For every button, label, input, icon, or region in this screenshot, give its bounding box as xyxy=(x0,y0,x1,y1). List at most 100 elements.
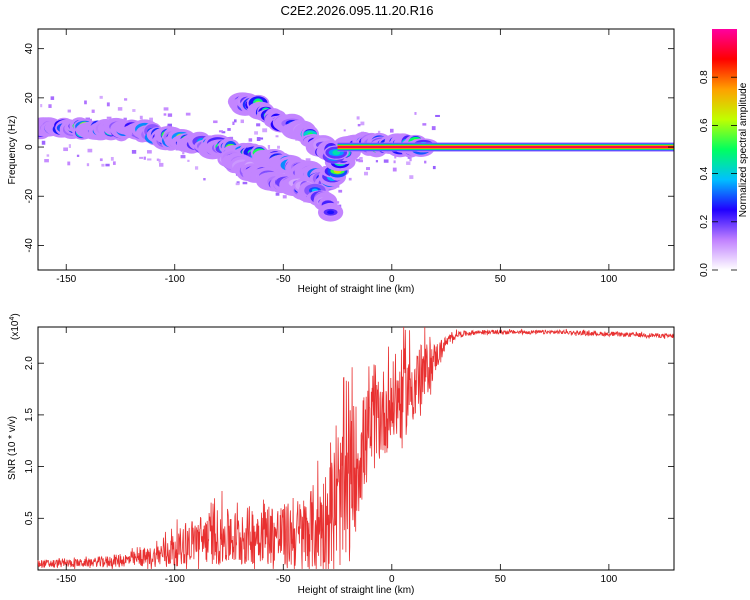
spectrogram-speckle xyxy=(99,158,103,162)
spectrogram-speckle xyxy=(86,163,90,167)
y-tick-label: 2.0 xyxy=(24,356,35,370)
spectrogram-speckle xyxy=(232,121,235,126)
spectrogram-speckle xyxy=(235,182,240,186)
spectrogram-speckle xyxy=(407,156,411,159)
spectrogram-speckle xyxy=(431,126,436,131)
spectrogram-speckle xyxy=(143,156,146,160)
spectrogram-speckle xyxy=(256,137,261,141)
spectrogram-speckle xyxy=(117,107,123,111)
spectrogram-speckle xyxy=(383,159,389,163)
x-tick-label: -100 xyxy=(165,274,185,285)
spectrogram-speckle xyxy=(355,158,361,162)
x-tick-label: -50 xyxy=(276,574,291,585)
y-tick-label: -20 xyxy=(24,189,35,204)
spectrogram-panel: -150 -100 -50 0 50 100 -40 -20 0 20 40 Height of … xyxy=(7,28,675,295)
spectrogram-speckle xyxy=(277,145,280,149)
spectrogram-speckle xyxy=(84,100,87,105)
colorbar-tick-label: 0.0 xyxy=(699,263,710,277)
spectrogram-speckle xyxy=(163,113,167,116)
x-tick-label: 50 xyxy=(495,574,507,585)
spectrogram-y-axis: -40 -20 0 20 40 xyxy=(24,43,674,253)
x-tick-label: 100 xyxy=(601,274,618,285)
spectrogram-speckle xyxy=(187,159,190,162)
spectrogram-speckle xyxy=(392,167,397,172)
spectrogram-speckle xyxy=(40,104,43,108)
spectrogram-speckle xyxy=(424,160,427,164)
spectrogram-speckle xyxy=(76,154,80,157)
snr-multiplier-base: (x10 xyxy=(10,320,21,340)
spectrogram-speckle xyxy=(360,121,365,126)
spectrogram-speckle xyxy=(365,167,370,171)
spectrogram-frame xyxy=(37,28,675,271)
spectrogram-speckle xyxy=(41,140,46,145)
spectrogram-speckle xyxy=(99,95,103,99)
spectrogram-x-label: Height of straight line (km) xyxy=(298,284,415,295)
y-tick-label: 40 xyxy=(24,43,35,55)
snr-multiplier-label: (x104) xyxy=(9,313,21,340)
spectrogram-y-label: Frequency (Hz) xyxy=(7,116,18,185)
spectrogram-speckle xyxy=(305,158,311,162)
snr-panel: -150 -100 -50 0 50 100 0.5 1.0 1.5 2.0 Height of… xyxy=(7,313,675,596)
spectrogram-speckle xyxy=(63,147,69,152)
spectrogram-speckle xyxy=(221,131,226,134)
spectrogram-speckle xyxy=(254,131,258,135)
spectrogram-speckle xyxy=(389,128,394,133)
spectrogram-speckle xyxy=(123,117,127,121)
spectrogram-speckle xyxy=(44,159,49,163)
spectrogram-speckle xyxy=(218,130,224,133)
spectrogram-speckle xyxy=(194,166,199,170)
spectrogram-speckle xyxy=(282,195,287,199)
spectrogram-speckle xyxy=(338,189,343,193)
spectrogram-speckle xyxy=(158,159,161,163)
spectrogram-blob xyxy=(327,210,335,215)
spectrogram-speckle xyxy=(377,130,381,134)
spectrogram-speckle xyxy=(132,109,136,112)
spectrogram-speckle xyxy=(185,112,191,116)
y-tick-label: -40 xyxy=(24,238,35,253)
spectrogram-speckle xyxy=(414,112,417,115)
x-tick-label: 50 xyxy=(495,274,507,285)
spectrogram-speckle xyxy=(131,149,137,154)
spectrogram-speckle xyxy=(48,104,52,108)
spectrogram-speckle xyxy=(46,154,50,157)
y-tick-label: 20 xyxy=(24,92,35,104)
spectrogram-speckle xyxy=(106,116,112,119)
snr-series-line xyxy=(37,326,674,570)
spectrogram-speckle xyxy=(139,156,144,159)
colorbar-tick-label: 0.6 xyxy=(699,118,710,132)
spectrogram-speckle xyxy=(242,181,248,185)
snr-multiplier-exp: 4 xyxy=(9,317,16,321)
spectrogram-speckle xyxy=(409,157,412,162)
y-tick-label: 1.5 xyxy=(24,408,35,422)
spectrogram-speckle xyxy=(240,119,244,124)
spectrogram-speckle xyxy=(422,123,427,126)
spectrogram-speckle xyxy=(394,155,397,159)
x-tick-label: -150 xyxy=(56,574,76,585)
spectrogram-speckle xyxy=(262,128,268,133)
snr-y-axis: 0.5 1.0 1.5 2.0 xyxy=(24,356,674,525)
spectrogram-speckle xyxy=(356,116,360,120)
spectrogram-speckle xyxy=(91,109,95,113)
spectrogram-speckle xyxy=(233,119,237,123)
x-tick-label: 0 xyxy=(389,574,395,585)
x-tick-label: 100 xyxy=(601,574,618,585)
spectrogram-speckle xyxy=(68,144,71,148)
spectrogram-speckle xyxy=(256,123,261,127)
spectrogram-speckle xyxy=(213,120,218,124)
colorbar-gradient xyxy=(712,29,737,270)
x-tick-label: 0 xyxy=(389,274,395,285)
spectrogram-speckle xyxy=(364,171,369,176)
spectrogram-speckle xyxy=(67,161,71,166)
spectrogram-speckle xyxy=(248,138,253,142)
x-tick-label: -50 xyxy=(276,274,291,285)
snr-x-label: Height of straight line (km) xyxy=(298,585,415,596)
spectrogram-speckle xyxy=(375,160,379,163)
spectrogram-speckle xyxy=(67,109,71,113)
snr-frame xyxy=(37,326,675,571)
spectrogram-speckle xyxy=(432,165,436,170)
spectrogram-speckle xyxy=(359,156,363,160)
y-tick-label: 0.5 xyxy=(24,511,35,525)
spectrogram-speckle xyxy=(163,107,169,111)
spectrogram-speckle xyxy=(124,98,128,101)
